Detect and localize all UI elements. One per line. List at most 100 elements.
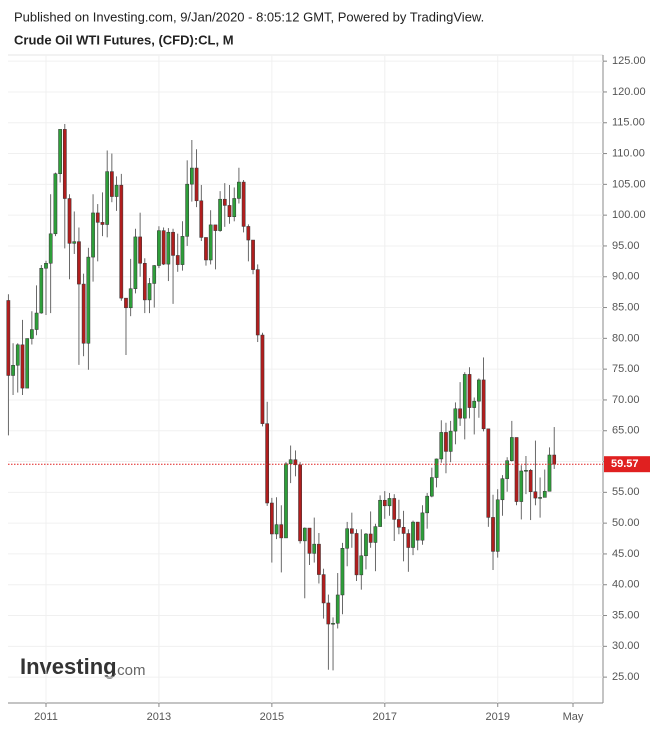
candle-body: [406, 533, 411, 548]
candle-body: [34, 312, 39, 330]
candle-body: [514, 437, 519, 502]
candle-body: [204, 237, 208, 261]
candle-body: [265, 423, 270, 504]
candle-body: [312, 543, 317, 554]
candle-body: [331, 622, 335, 625]
candle-body: [11, 365, 15, 376]
candle-body: [218, 198, 222, 231]
candle-body: [6, 300, 11, 376]
candle-body: [48, 233, 53, 264]
candle-body: [373, 526, 378, 543]
candle-body: [293, 459, 298, 466]
candle-body: [359, 555, 364, 576]
candle-body: [227, 205, 232, 218]
candle-body: [547, 454, 552, 492]
last-price-box: [604, 456, 650, 473]
candle-body: [387, 498, 392, 507]
candle-body: [326, 602, 331, 625]
candle-body: [444, 432, 448, 452]
candle-body: [288, 459, 293, 465]
candle-body: [237, 181, 241, 199]
candle-body: [208, 224, 213, 261]
candle-body: [538, 497, 542, 499]
candle-body: [481, 379, 486, 430]
y-tick-label: 70.00: [612, 394, 640, 406]
y-tick-label: 105.00: [612, 178, 646, 190]
candle-body: [528, 470, 533, 492]
candle-body: [119, 184, 124, 299]
x-tick-label: May: [563, 711, 584, 723]
candle-body: [20, 344, 25, 389]
candle-body: [345, 528, 349, 549]
y-tick-label: 50.00: [612, 517, 640, 529]
candle-body: [190, 167, 194, 185]
candle-body: [133, 236, 138, 289]
candle-body: [458, 408, 462, 419]
candle-body: [467, 374, 472, 408]
candle-body: [77, 241, 81, 285]
candle-body: [58, 129, 62, 175]
candle-body: [213, 224, 218, 231]
candle-body: [274, 524, 279, 535]
y-tick-label: 40.00: [612, 579, 640, 591]
candle-body: [350, 528, 354, 534]
candle-body: [72, 241, 77, 244]
y-tick-label: 35.00: [612, 609, 640, 621]
candle-body: [175, 255, 180, 265]
candle-body: [147, 283, 152, 301]
candle-body: [157, 230, 161, 266]
candle-body: [354, 533, 359, 576]
candle-body: [340, 548, 345, 596]
candle-body: [62, 129, 67, 199]
y-tick-label: 90.00: [612, 271, 640, 283]
last-price-label: 59.57: [611, 458, 639, 470]
candle-body: [25, 338, 30, 389]
candle-body: [392, 498, 397, 520]
candle-body: [429, 477, 434, 497]
candle-body: [420, 512, 425, 541]
candle-body: [411, 521, 415, 548]
x-tick-label: 2011: [34, 711, 58, 723]
candle-body: [91, 212, 95, 258]
candle-body: [364, 533, 368, 557]
x-tick-label: 2019: [485, 711, 509, 723]
candle-body: [241, 181, 246, 227]
candle-body: [524, 470, 528, 472]
candle-body: [255, 269, 260, 336]
candle-body: [128, 288, 133, 309]
x-tick-label: 2015: [260, 711, 284, 723]
candle-body: [171, 231, 175, 256]
candle-body: [500, 478, 505, 501]
candle-body: [453, 408, 458, 432]
candle-body: [509, 437, 514, 461]
y-tick-label: 75.00: [612, 363, 640, 375]
logo-suffix: .com: [113, 662, 146, 679]
candle-body: [302, 527, 307, 542]
candle-body: [105, 171, 110, 225]
candle-body: [194, 167, 199, 202]
candle-body: [335, 594, 340, 624]
candle-body: [533, 491, 538, 499]
candle-body: [317, 543, 321, 575]
candle-body: [505, 460, 509, 479]
candle-body: [279, 524, 284, 539]
published-note: Published on Investing.com, 9/Jan/2020 -…: [14, 9, 484, 24]
candle-body: [246, 226, 251, 241]
y-tick-label: 95.00: [612, 240, 640, 252]
candle-body: [270, 502, 274, 535]
y-tick-label: 45.00: [612, 548, 640, 560]
candle-body: [462, 374, 467, 419]
candle-body: [368, 533, 373, 543]
candle-body: [298, 464, 302, 542]
candle-body: [448, 430, 453, 452]
y-tick-label: 30.00: [612, 640, 640, 652]
candle-body: [552, 454, 557, 465]
candle-body: [138, 236, 142, 264]
candle-body: [114, 184, 119, 197]
candle-body: [185, 183, 190, 237]
candle-body: [425, 495, 429, 514]
candle-body: [39, 267, 44, 314]
y-tick-label: 25.00: [612, 671, 640, 683]
candle-body: [486, 428, 491, 518]
